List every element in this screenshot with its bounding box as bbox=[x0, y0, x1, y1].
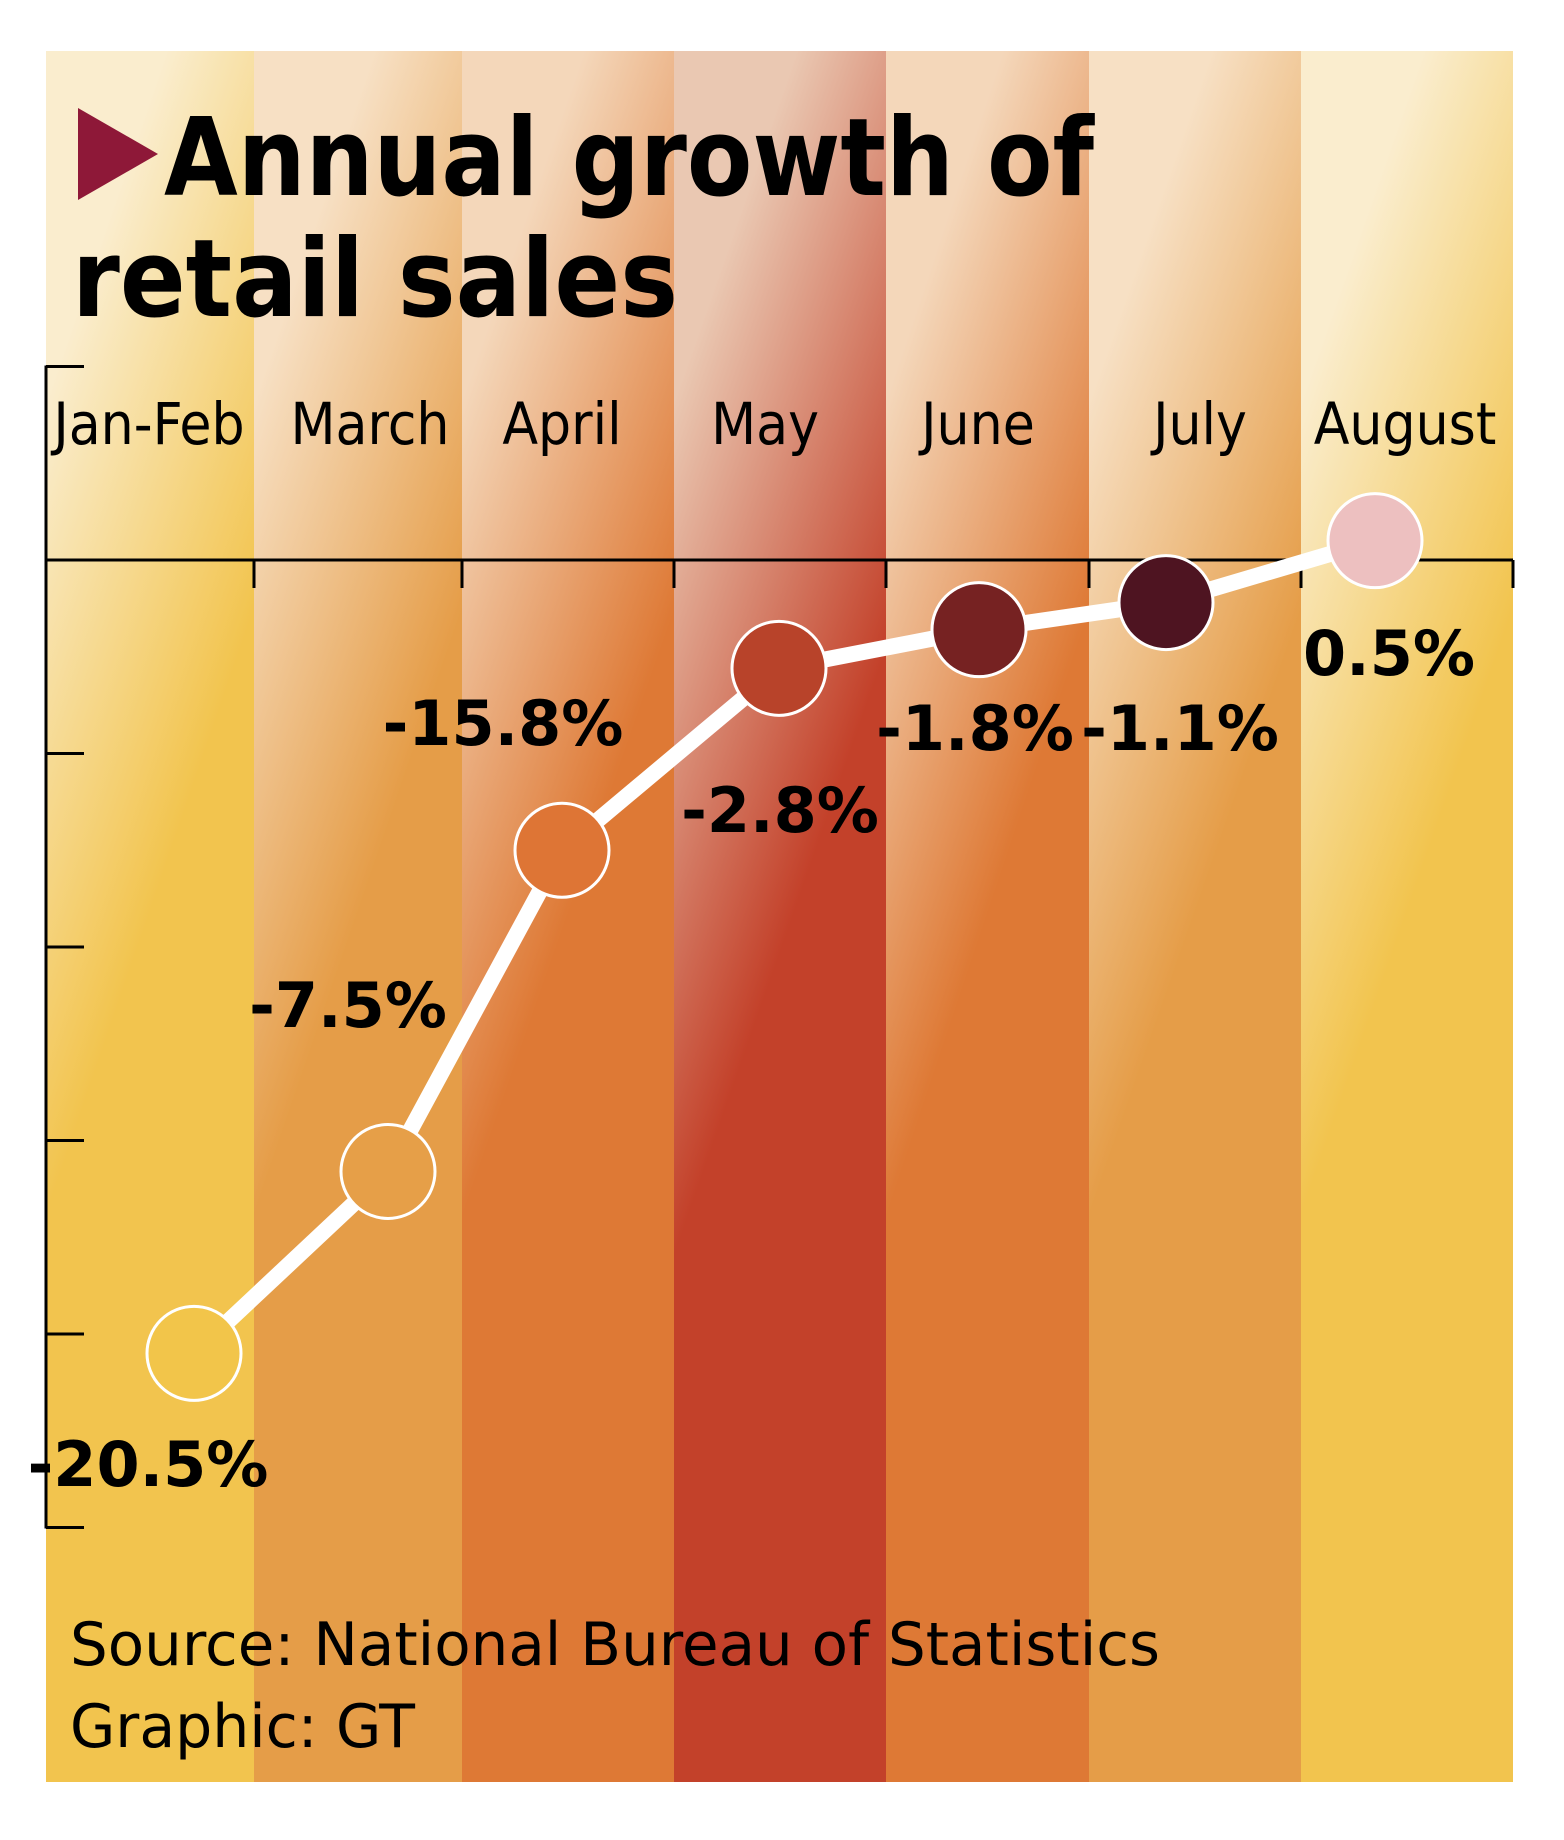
column-bg-april bbox=[462, 51, 674, 1782]
month-columns bbox=[46, 51, 1513, 1782]
data-label: -1.1% bbox=[1081, 692, 1279, 765]
data-label: -1.8% bbox=[876, 692, 1074, 765]
data-label: -20.5% bbox=[28, 1428, 269, 1501]
x-tick-label: June bbox=[918, 390, 1035, 458]
data-point-august bbox=[1326, 492, 1424, 590]
x-tick-label: March bbox=[291, 390, 450, 458]
x-tick-label: April bbox=[502, 390, 621, 458]
title-marker-icon bbox=[78, 108, 158, 200]
data-label: -7.5% bbox=[249, 969, 447, 1042]
x-tick-label: July bbox=[1150, 390, 1247, 458]
chart-title-line-2: retail sales bbox=[72, 217, 678, 342]
column-bg-june bbox=[886, 51, 1089, 1782]
x-tick-labels: Jan-Feb March April May June July August bbox=[50, 390, 1496, 458]
data-label: -2.8% bbox=[681, 774, 879, 847]
source-note: Source: National Bureau of Statistics bbox=[70, 1610, 1160, 1680]
data-point-july bbox=[1117, 554, 1215, 652]
data-point-april bbox=[513, 801, 611, 899]
column-bg-march bbox=[254, 51, 462, 1782]
data-labels: -20.5% -15.8% -7.5% -2.8% -1.8% -1.1% 0.5% bbox=[28, 617, 1475, 1501]
graphic-credit: Graphic: GT bbox=[70, 1692, 415, 1762]
data-point-march bbox=[339, 1122, 437, 1220]
data-label: -15.8% bbox=[383, 687, 624, 760]
axes bbox=[44, 365, 1515, 1529]
data-points bbox=[145, 492, 1424, 1402]
data-point-june bbox=[930, 581, 1028, 679]
data-point-may bbox=[730, 619, 828, 717]
column-bg-may bbox=[674, 51, 886, 1782]
data-label: 0.5% bbox=[1303, 617, 1475, 690]
x-tick-label: May bbox=[711, 390, 819, 458]
x-tick-label: Jan-Feb bbox=[50, 390, 244, 458]
column-bg-jan-feb bbox=[46, 51, 254, 1782]
chart-title-line-1: Annual growth of bbox=[164, 96, 1095, 221]
column-bg-august bbox=[1301, 51, 1513, 1782]
x-tick-label: August bbox=[1314, 390, 1497, 458]
data-point-jan-feb bbox=[145, 1304, 243, 1402]
column-bg-july bbox=[1089, 51, 1301, 1782]
